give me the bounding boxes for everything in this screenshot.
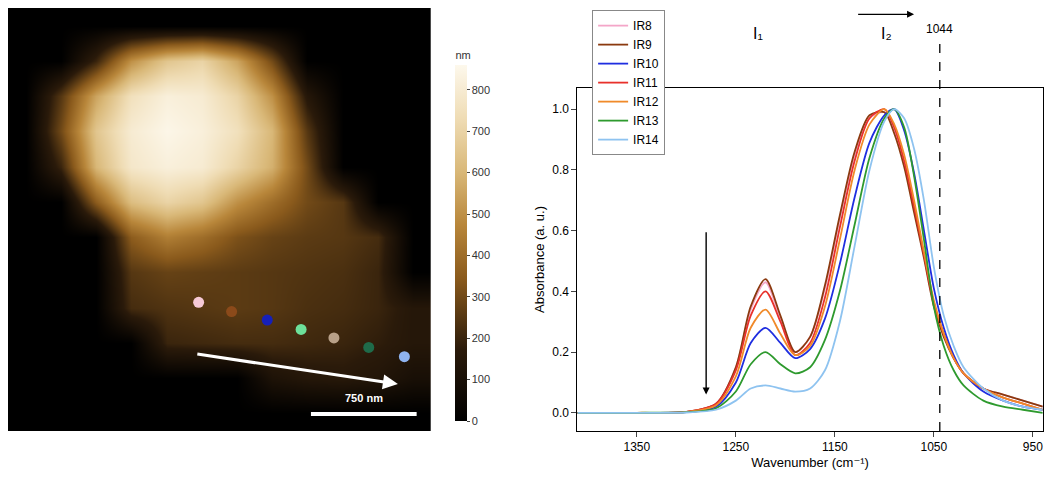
svg-text:500: 500	[472, 208, 490, 220]
svg-text:0.6: 0.6	[552, 224, 569, 238]
svg-text:1050: 1050	[921, 440, 948, 454]
svg-text:200: 200	[472, 332, 490, 344]
svg-text:IR12: IR12	[633, 95, 659, 109]
svg-text:IR11: IR11	[633, 76, 658, 90]
svg-text:1150: 1150	[822, 440, 848, 454]
svg-text:1.0: 1.0	[552, 102, 569, 116]
svg-text:1044: 1044	[926, 22, 953, 36]
svg-text:950: 950	[1023, 440, 1043, 454]
svg-text:nm: nm	[455, 49, 470, 61]
svg-text:800: 800	[472, 84, 490, 96]
svg-text:IR9: IR9	[633, 38, 652, 52]
svg-text:Absorbance (a. u.): Absorbance (a. u.)	[532, 206, 547, 313]
svg-text:1250: 1250	[722, 440, 749, 454]
svg-text:IR13: IR13	[633, 114, 659, 128]
svg-text:I₁: I₁	[753, 25, 763, 42]
svg-text:0.2: 0.2	[552, 345, 569, 359]
svg-text:400: 400	[472, 249, 490, 261]
svg-text:0.4: 0.4	[552, 285, 569, 299]
svg-text:0.0: 0.0	[552, 406, 569, 420]
svg-text:600: 600	[472, 166, 490, 178]
svg-text:0.8: 0.8	[552, 163, 569, 177]
svg-text:IR10: IR10	[633, 57, 659, 71]
svg-text:I₂: I₂	[881, 25, 892, 42]
svg-text:IR14: IR14	[633, 133, 659, 147]
svg-text:Wavenumber (cm⁻¹): Wavenumber (cm⁻¹)	[751, 455, 869, 470]
svg-text:750 nm: 750 nm	[345, 392, 383, 404]
svg-text:1350: 1350	[623, 440, 650, 454]
svg-text:100: 100	[472, 373, 490, 385]
svg-text:700: 700	[472, 125, 490, 137]
svg-text:IR8: IR8	[633, 19, 652, 33]
svg-text:0: 0	[472, 415, 478, 427]
svg-text:300: 300	[472, 291, 490, 303]
